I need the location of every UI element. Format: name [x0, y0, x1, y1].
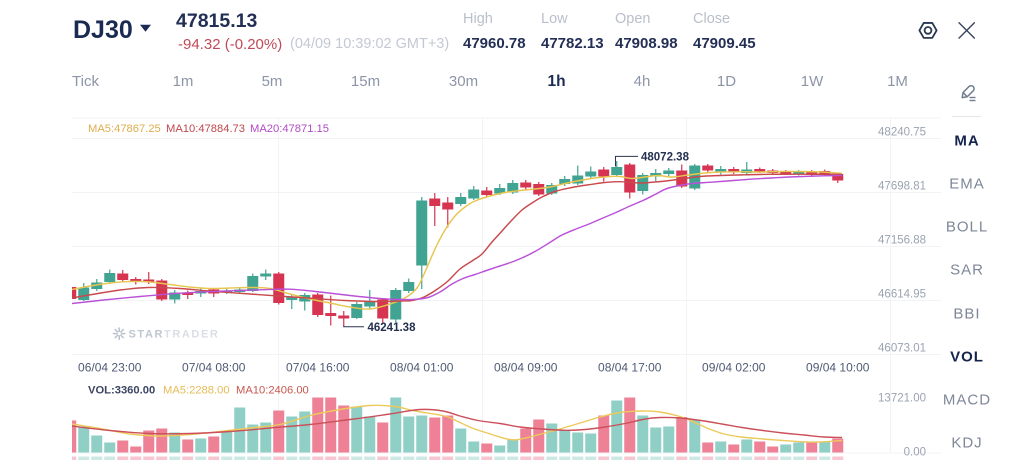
svg-text:VOL:3360.00: VOL:3360.00: [88, 385, 155, 397]
svg-text:47698.81: 47698.81: [878, 181, 926, 193]
svg-text:08/04 01:00: 08/04 01:00: [390, 361, 454, 375]
svg-text:08/04 09:00: 08/04 09:00: [494, 361, 558, 375]
svg-text:46073.01: 46073.01: [878, 343, 926, 355]
svg-text:46241.38: 46241.38: [368, 322, 417, 334]
svg-text:TRADER: TRADER: [164, 329, 219, 341]
svg-text:48072.38: 48072.38: [641, 152, 690, 164]
svg-text:13721.00: 13721.00: [878, 393, 926, 405]
svg-text:0.00: 0.00: [904, 447, 926, 459]
svg-text:STAR: STAR: [129, 329, 165, 341]
svg-text:MA10:2406.00: MA10:2406.00: [236, 385, 309, 397]
svg-text:09/04 02:00: 09/04 02:00: [702, 361, 766, 375]
svg-text:07/04 16:00: 07/04 16:00: [286, 361, 350, 375]
svg-text:48240.75: 48240.75: [878, 127, 926, 139]
svg-text:MA5:47867.25: MA5:47867.25: [88, 123, 161, 135]
svg-text:MA5:2288.00: MA5:2288.00: [163, 385, 230, 397]
svg-text:46614.95: 46614.95: [878, 289, 926, 301]
svg-text:07/04 08:00: 07/04 08:00: [182, 361, 246, 375]
svg-text:09/04 10:00: 09/04 10:00: [806, 361, 870, 375]
svg-text:MA10:47884.73: MA10:47884.73: [166, 123, 245, 135]
svg-text:MA20:47871.15: MA20:47871.15: [250, 123, 329, 135]
svg-text:47156.88: 47156.88: [878, 235, 926, 247]
svg-text:06/04 23:00: 06/04 23:00: [78, 361, 142, 375]
svg-text:08/04 17:00: 08/04 17:00: [598, 361, 662, 375]
